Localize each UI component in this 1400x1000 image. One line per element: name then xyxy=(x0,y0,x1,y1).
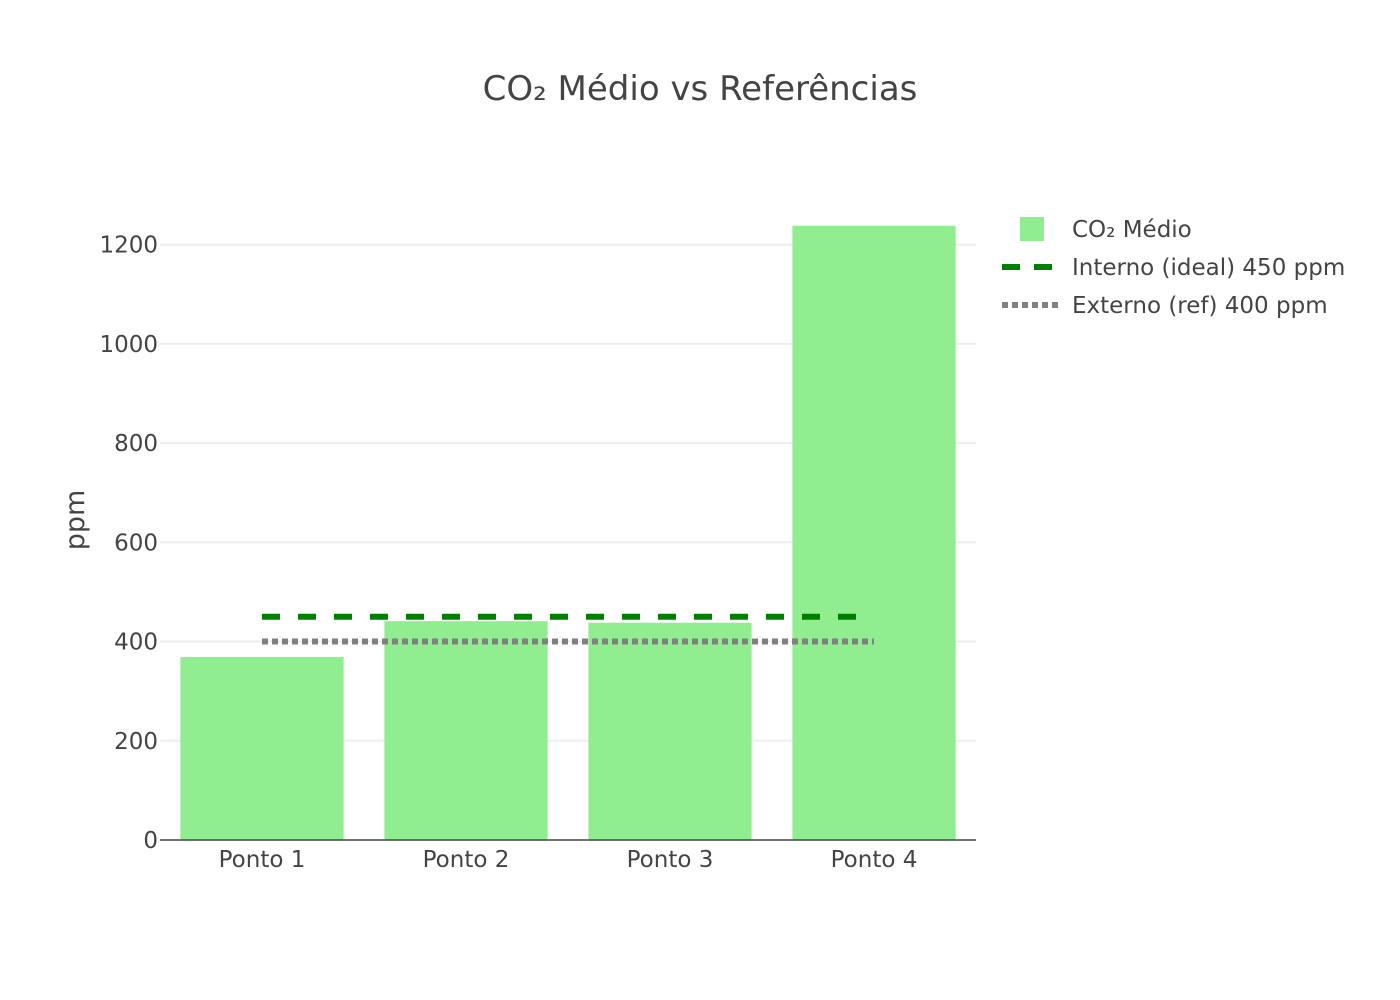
y-tick-label: 1000 xyxy=(99,332,158,358)
x-tick-label: Ponto 1 xyxy=(219,847,306,873)
y-tick-labels: 0 200 400 600 800 1000 1200 xyxy=(99,233,158,854)
bar xyxy=(180,656,344,840)
y-tick-label: 400 xyxy=(114,630,158,656)
bar xyxy=(792,225,956,840)
legend-label: Externo (ref) 400 ppm xyxy=(1072,293,1328,319)
y-tick-label: 800 xyxy=(114,431,158,457)
legend-label: Interno (ideal) 450 ppm xyxy=(1072,255,1345,281)
x-tick-label: Ponto 3 xyxy=(627,847,714,873)
legend-swatch-bar xyxy=(1020,217,1044,241)
bars xyxy=(180,225,956,840)
y-tick-label: 1200 xyxy=(99,233,158,259)
chart-title: CO₂ Médio vs Referências xyxy=(483,69,918,109)
y-tick-label: 0 xyxy=(143,828,158,854)
x-tick-label: Ponto 2 xyxy=(423,847,510,873)
reference-lines xyxy=(262,613,874,645)
legend: CO₂ Médio Interno (ideal) 450 ppm Externo … xyxy=(1002,217,1345,319)
y-tick-label: 600 xyxy=(114,530,158,556)
legend-label: CO₂ Médio xyxy=(1072,217,1192,243)
y-axis-label: ppm xyxy=(60,490,91,551)
x-tick-label: Ponto 4 xyxy=(831,847,918,873)
bar xyxy=(384,621,548,840)
bar xyxy=(588,622,752,840)
y-tick-label: 200 xyxy=(114,729,158,755)
x-tick-labels: Ponto 1 Ponto 2 Ponto 3 Ponto 4 xyxy=(219,847,918,873)
